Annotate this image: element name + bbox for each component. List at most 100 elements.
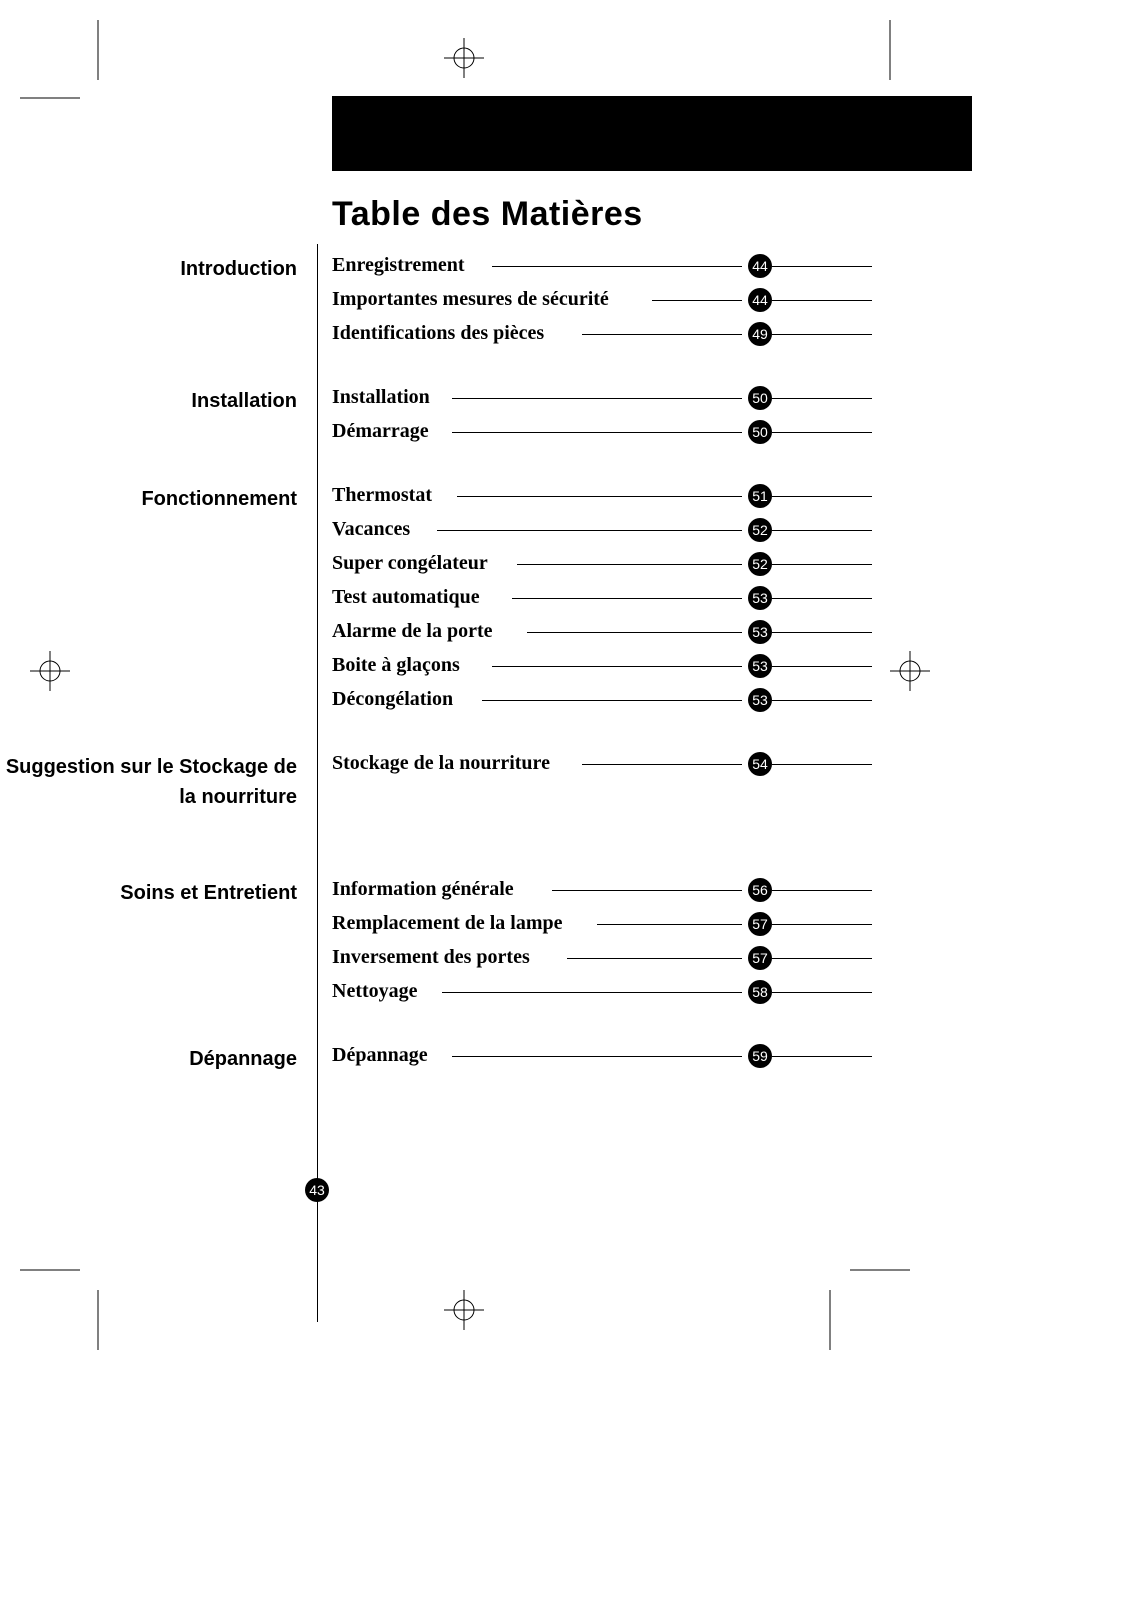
section-label: Installation bbox=[0, 386, 297, 416]
toc-row: Boite à glaçons 53 bbox=[332, 654, 872, 688]
toc-page-badge: 54 bbox=[748, 752, 772, 776]
toc-row: Vacances 52 bbox=[332, 518, 872, 552]
header-black-bar bbox=[332, 96, 972, 171]
toc-row: Démarrage 50 bbox=[332, 420, 872, 454]
toc-row: Dépannage 59 bbox=[332, 1044, 872, 1078]
toc-leader-line bbox=[437, 530, 742, 531]
page-title: Table des Matières bbox=[332, 195, 643, 234]
toc-item-label: Décongélation bbox=[332, 688, 461, 711]
toc-page-badge: 53 bbox=[748, 654, 772, 678]
page: Table des Matières Introduction Enregistr… bbox=[0, 0, 1131, 1601]
toc-item-label: Vacances bbox=[332, 518, 418, 541]
toc-row: Importantes mesures de sécurité44 bbox=[332, 288, 872, 322]
toc-leader-line bbox=[442, 992, 742, 993]
registration-mark-left bbox=[30, 651, 70, 691]
toc-item-label: Alarme de la porte bbox=[332, 620, 501, 643]
crop-mark-bottom-left-h bbox=[20, 1250, 100, 1290]
registration-mark-top bbox=[444, 38, 484, 78]
vertical-rule bbox=[317, 244, 318, 1322]
toc-page-badge: 49 bbox=[748, 322, 772, 346]
toc-trailer-line bbox=[772, 924, 872, 925]
section-label: Introduction bbox=[0, 254, 297, 284]
toc-trailer-line bbox=[772, 958, 872, 959]
toc-trailer-line bbox=[772, 700, 872, 701]
toc-row: Décongélation 53 bbox=[332, 688, 872, 722]
toc-item-label: Démarrage bbox=[332, 420, 437, 443]
toc-item-label: Remplacement de la lampe bbox=[332, 912, 571, 935]
toc-trailer-line bbox=[772, 666, 872, 667]
toc-leader-line bbox=[517, 564, 742, 565]
toc-page-badge: 57 bbox=[748, 946, 772, 970]
toc-page-badge: 59 bbox=[748, 1044, 772, 1068]
toc-item-label: Identifications des pièces bbox=[332, 322, 552, 345]
toc-trailer-line bbox=[772, 398, 872, 399]
crop-mark-top-right-v bbox=[870, 20, 910, 100]
toc-leader-line bbox=[567, 958, 742, 959]
toc-trailer-line bbox=[772, 496, 872, 497]
toc-page-badge: 53 bbox=[748, 688, 772, 712]
toc-page-badge: 44 bbox=[748, 254, 772, 278]
toc-item-label: Stockage de la nourriture bbox=[332, 752, 558, 775]
toc-leader-line bbox=[582, 334, 742, 335]
toc-leader-line bbox=[492, 666, 742, 667]
toc-page-badge: 52 bbox=[748, 552, 772, 576]
toc-trailer-line bbox=[772, 432, 872, 433]
section-label: Suggestion sur le Stockage de la nourrit… bbox=[0, 752, 297, 812]
toc-leader-line bbox=[527, 632, 742, 633]
toc-leader-line bbox=[552, 890, 742, 891]
section-label: Soins et Entretient bbox=[0, 878, 297, 908]
toc-trailer-line bbox=[772, 764, 872, 765]
toc-page-badge: 53 bbox=[748, 620, 772, 644]
toc-trailer-line bbox=[772, 266, 872, 267]
toc-page-badge: 52 bbox=[748, 518, 772, 542]
toc-row: Super congélateur 52 bbox=[332, 552, 872, 586]
toc-item-label: Nettoyage bbox=[332, 980, 426, 1003]
section-label: Dépannage bbox=[0, 1044, 297, 1074]
toc-leader-line bbox=[582, 764, 742, 765]
toc-row: Installation 50 bbox=[332, 386, 872, 420]
toc-leader-line bbox=[452, 432, 742, 433]
toc-trailer-line bbox=[772, 992, 872, 993]
toc-page-badge: 44 bbox=[748, 288, 772, 312]
toc-item-label: Test automatique bbox=[332, 586, 488, 609]
toc-trailer-line bbox=[772, 564, 872, 565]
toc-page-badge: 53 bbox=[748, 586, 772, 610]
toc-item-label: Dépannage bbox=[332, 1044, 436, 1067]
toc-trailer-line bbox=[772, 632, 872, 633]
toc-item-label: Boite à glaçons bbox=[332, 654, 468, 677]
registration-mark-right bbox=[890, 651, 930, 691]
page-number-badge: 43 bbox=[305, 1178, 329, 1202]
toc-page-badge: 57 bbox=[748, 912, 772, 936]
toc-trailer-line bbox=[772, 1056, 872, 1057]
toc-page-badge: 51 bbox=[748, 484, 772, 508]
toc-leader-line bbox=[452, 398, 742, 399]
toc-page-badge: 56 bbox=[748, 878, 772, 902]
toc-leader-line bbox=[597, 924, 742, 925]
toc-item-label: Inversement des portes bbox=[332, 946, 538, 969]
toc-row: Stockage de la nourriture 54 bbox=[332, 752, 872, 786]
crop-mark-bottom-right-h bbox=[830, 1250, 910, 1290]
toc-item-label: Super congélateur bbox=[332, 552, 496, 575]
toc-trailer-line bbox=[772, 890, 872, 891]
toc-page-badge: 50 bbox=[748, 386, 772, 410]
toc-page-badge: 58 bbox=[748, 980, 772, 1004]
toc-page-badge: 50 bbox=[748, 420, 772, 444]
toc-item-label: Enregistrement bbox=[332, 254, 473, 277]
toc-row: Enregistrement 44 bbox=[332, 254, 872, 288]
toc-row: Identifications des pièces 49 bbox=[332, 322, 872, 356]
toc-item-label: Thermostat bbox=[332, 484, 440, 507]
toc-leader-line bbox=[452, 1056, 742, 1057]
toc-item-label: Information générale bbox=[332, 878, 522, 901]
toc-row: Remplacement de la lampe 57 bbox=[332, 912, 872, 946]
toc-row: Nettoyage 58 bbox=[332, 980, 872, 1014]
toc-trailer-line bbox=[772, 530, 872, 531]
toc-item-label: Installation bbox=[332, 386, 438, 409]
crop-mark-top-left-h bbox=[20, 78, 100, 118]
toc-trailer-line bbox=[772, 300, 872, 301]
toc-row: Alarme de la porte 53 bbox=[332, 620, 872, 654]
toc-leader-line bbox=[652, 300, 742, 301]
registration-mark-bottom bbox=[444, 1290, 484, 1330]
toc-trailer-line bbox=[772, 598, 872, 599]
toc-leader-line bbox=[457, 496, 742, 497]
toc-row: Thermostat 51 bbox=[332, 484, 872, 518]
